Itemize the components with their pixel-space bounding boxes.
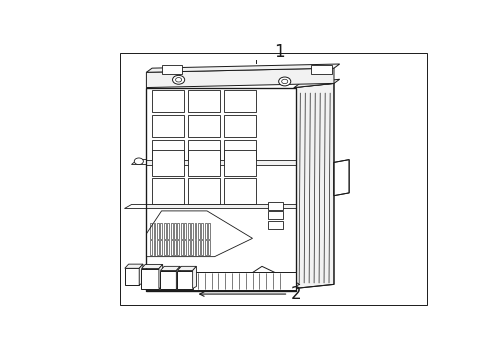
Bar	[198, 240, 200, 255]
Bar	[150, 240, 152, 255]
Bar	[160, 240, 162, 255]
Polygon shape	[131, 159, 146, 164]
Bar	[198, 223, 200, 239]
Bar	[224, 140, 256, 162]
Bar	[191, 223, 193, 239]
Bar	[267, 202, 282, 210]
Polygon shape	[124, 268, 139, 285]
Bar	[267, 221, 282, 229]
Bar	[157, 240, 159, 255]
Bar	[187, 240, 189, 255]
Polygon shape	[310, 66, 331, 74]
Bar	[267, 211, 282, 219]
Text: 1: 1	[273, 42, 284, 60]
Polygon shape	[146, 87, 296, 291]
Polygon shape	[224, 266, 299, 291]
Polygon shape	[177, 270, 192, 288]
Bar	[174, 240, 176, 255]
Polygon shape	[123, 204, 146, 208]
Bar	[204, 223, 206, 239]
Bar	[120, 53, 426, 305]
Circle shape	[172, 75, 184, 84]
Circle shape	[278, 77, 290, 86]
Circle shape	[134, 158, 143, 165]
Polygon shape	[160, 266, 180, 270]
Bar	[163, 223, 165, 239]
Bar	[157, 223, 159, 239]
Bar	[167, 223, 169, 239]
Bar	[187, 223, 189, 239]
Polygon shape	[333, 159, 348, 195]
Bar	[160, 223, 162, 239]
Bar	[188, 177, 220, 204]
Bar	[208, 240, 209, 255]
Bar	[184, 240, 186, 255]
Bar	[177, 223, 179, 239]
Bar	[194, 240, 196, 255]
Bar	[170, 223, 172, 239]
Bar	[201, 240, 203, 255]
Bar	[224, 115, 256, 138]
Bar	[146, 272, 296, 290]
Polygon shape	[146, 68, 333, 87]
Bar	[224, 177, 256, 204]
Bar	[152, 177, 184, 204]
Bar	[153, 223, 155, 239]
Bar	[153, 240, 155, 255]
Bar	[181, 240, 183, 255]
Polygon shape	[146, 160, 296, 165]
Polygon shape	[177, 266, 196, 270]
Bar	[163, 240, 165, 255]
Bar	[167, 240, 169, 255]
Polygon shape	[124, 264, 142, 268]
Text: 2: 2	[290, 285, 301, 303]
Bar	[208, 223, 209, 239]
Polygon shape	[160, 270, 176, 289]
Bar	[224, 150, 256, 176]
Polygon shape	[294, 79, 339, 87]
Bar	[174, 223, 176, 239]
Bar	[224, 90, 256, 112]
Bar	[150, 223, 152, 239]
Bar	[181, 223, 183, 239]
Bar	[177, 240, 179, 255]
Polygon shape	[294, 84, 333, 288]
Bar	[152, 150, 184, 176]
Bar	[188, 90, 220, 112]
Bar	[201, 223, 203, 239]
Bar	[170, 240, 172, 255]
Bar	[188, 115, 220, 138]
Polygon shape	[146, 204, 296, 208]
Polygon shape	[141, 264, 163, 269]
Bar	[184, 223, 186, 239]
Polygon shape	[141, 269, 159, 288]
Bar	[194, 223, 196, 239]
Polygon shape	[192, 266, 196, 288]
Bar	[188, 140, 220, 162]
Polygon shape	[159, 264, 163, 288]
Polygon shape	[161, 66, 182, 74]
Bar	[191, 240, 193, 255]
Polygon shape	[176, 266, 180, 289]
Polygon shape	[146, 211, 252, 257]
Bar	[152, 140, 184, 162]
Bar	[188, 150, 220, 176]
Polygon shape	[139, 264, 142, 285]
Bar	[204, 240, 206, 255]
Bar	[152, 115, 184, 138]
Bar	[152, 90, 184, 112]
Polygon shape	[146, 64, 339, 72]
